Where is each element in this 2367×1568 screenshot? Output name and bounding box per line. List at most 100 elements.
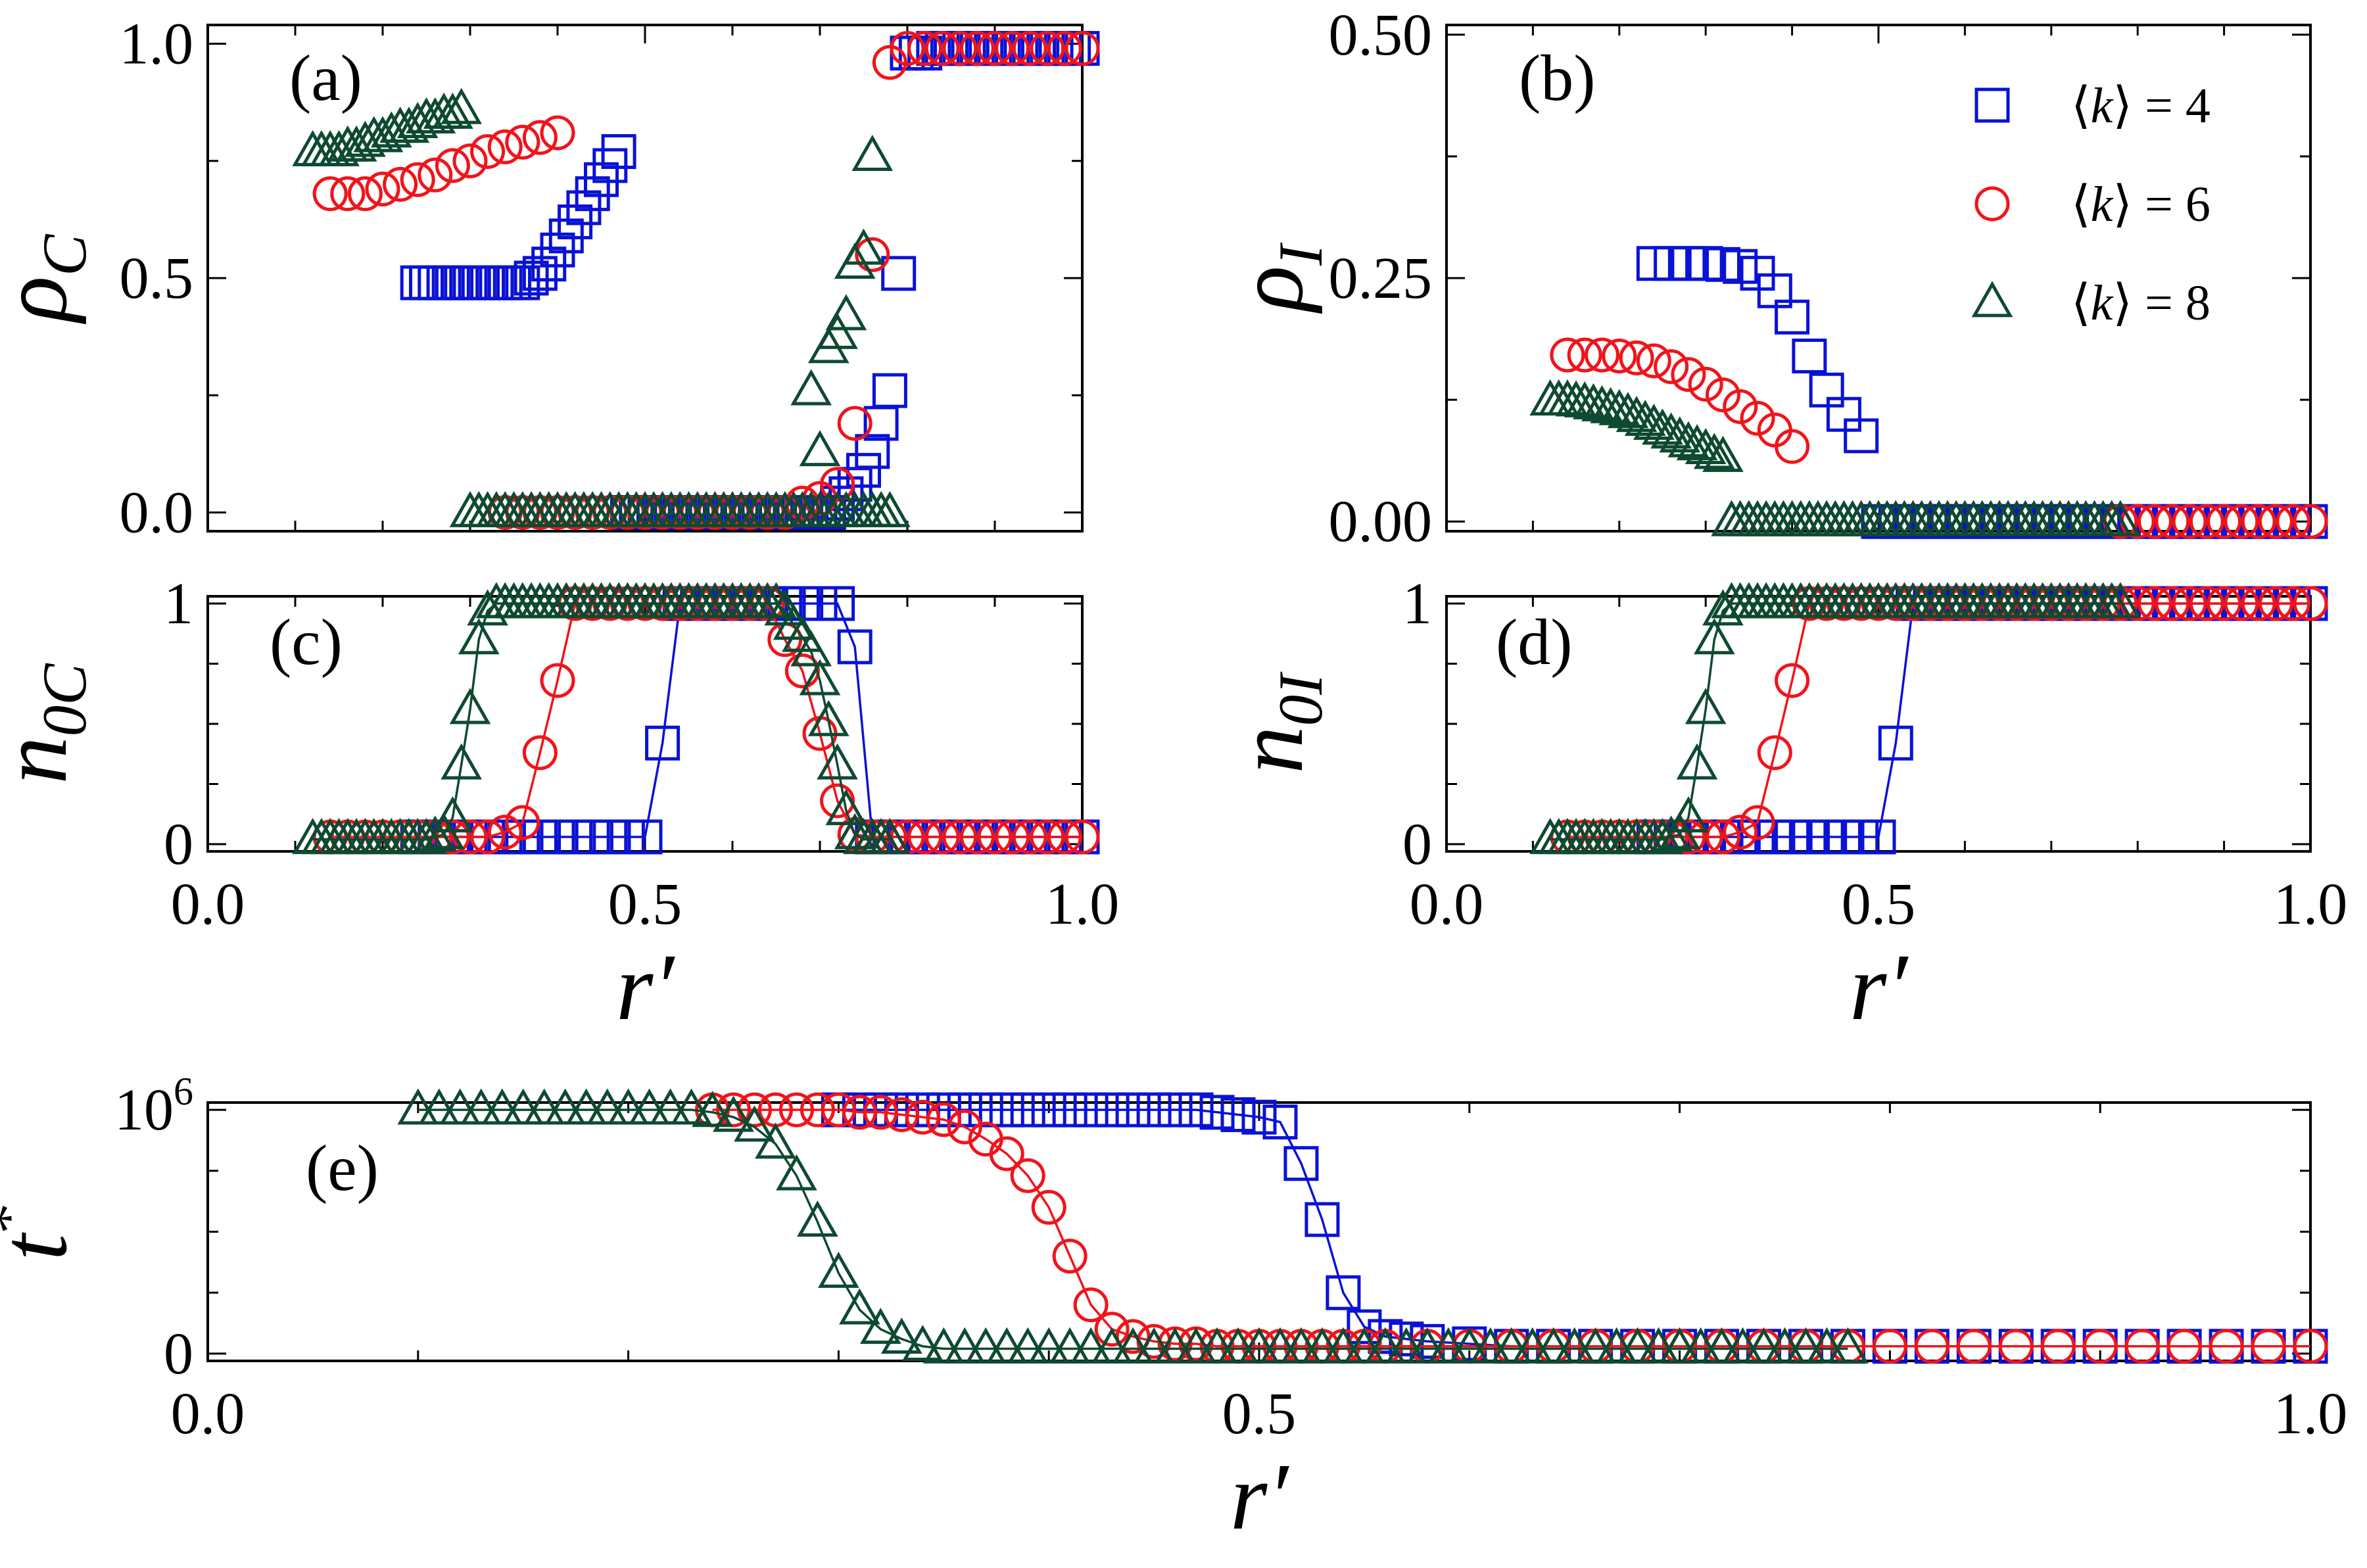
data-point-k6: [2293, 586, 2328, 621]
data-point-k6: [784, 485, 820, 521]
x-tick-label: 0.0: [1410, 872, 1484, 937]
y-axis-label-c: n0C: [0, 663, 99, 784]
data-point-k6: [977, 31, 1013, 66]
data-point-k6: [1047, 819, 1082, 855]
panel-label-e: (e): [306, 1131, 379, 1204]
data-point-k8: [1133, 1327, 1175, 1364]
x-tick-label: 1.0: [1045, 872, 1120, 937]
data-point-k8: [922, 1327, 965, 1364]
legend-marker-k4: [1974, 87, 2010, 123]
data-point-k6: [1030, 819, 1065, 855]
data-point-k4: [881, 256, 917, 291]
series-a-k8-3: [790, 134, 902, 527]
data-point-k6: [1654, 349, 1689, 385]
y-tick-label: 0: [164, 1321, 193, 1387]
data-point-k6: [2189, 586, 2224, 621]
data-point-k8: [986, 1327, 1028, 1364]
data-point-k6: [977, 819, 1013, 855]
data-point-k8: [851, 134, 894, 172]
data-point-k4: [837, 629, 873, 665]
data-point-k6: [418, 157, 453, 193]
data-point-k6: [365, 172, 400, 207]
data-point-k6: [1705, 819, 1740, 855]
data-point-k8: [523, 1088, 565, 1125]
data-point-k8: [439, 1088, 481, 1125]
data-point-k6: [1998, 1329, 2034, 1364]
data-point-k8: [776, 1154, 817, 1191]
data-point-k4: [1178, 1092, 1214, 1128]
data-point-k4: [566, 190, 602, 226]
panel-d: 0 1 0.0 0.5 1.0 n0I r′ (d): [1218, 571, 2347, 1040]
data-point-k8: [1633, 403, 1675, 440]
data-point-k6: [1012, 31, 1047, 66]
data-point-k8: [1596, 1327, 1638, 1364]
data-point-k6: [1094, 1312, 1130, 1347]
data-point-k8: [397, 1088, 439, 1125]
data-point-k6: [1688, 366, 1723, 402]
data-point-k6: [2082, 1329, 2118, 1364]
data-point-k8: [1070, 1327, 1112, 1364]
data-point-k8: [1301, 1327, 1343, 1364]
data-point-k6: [1956, 1329, 1992, 1364]
data-point-k8: [1575, 1327, 1617, 1364]
x-axis-label-d: r′: [1850, 935, 1909, 1040]
data-point-k6: [1073, 1287, 1109, 1323]
data-point-k8: [869, 818, 911, 855]
data-point-k8: [1667, 796, 1710, 833]
data-point-k6: [1064, 819, 1100, 855]
data-point-k6: [2251, 1329, 2286, 1364]
data-point-k8: [860, 490, 902, 527]
y-axis-label-d: n0I: [1218, 671, 1335, 774]
data-point-k4: [846, 452, 881, 488]
data-point-k8: [345, 120, 386, 157]
data-point-k6: [947, 1109, 982, 1145]
legend: ⟨k⟩ = 4 ⟨k⟩ = 6 ⟨k⟩ = 8: [1971, 78, 2211, 331]
data-point-k6: [1010, 1158, 1045, 1193]
data-point-k8: [834, 813, 876, 849]
data-point-k6: [1550, 337, 1585, 373]
data-point-k8: [1685, 688, 1727, 725]
x-tick-label: 1.0: [2274, 1381, 2348, 1446]
data-point-k8: [335, 125, 377, 162]
data-point-k8: [502, 1088, 544, 1125]
data-point-k4: [575, 176, 610, 212]
data-point-k4: [1723, 249, 1758, 284]
panel-a: 0.0 0.5 1.0 ρC (a): [0, 12, 1100, 545]
data-point-k4: [514, 260, 549, 296]
data-point-k4: [1775, 299, 1810, 335]
data-point-k8: [1676, 743, 1718, 780]
data-point-k6: [1914, 1329, 1949, 1364]
data-point-k8: [467, 589, 508, 626]
x-axis-label-e: r′: [1230, 1444, 1289, 1550]
data-point-k6: [1064, 31, 1100, 66]
data-point-k6: [842, 1095, 877, 1130]
data-point-k6: [1636, 343, 1671, 379]
y-tick-label: 0.0: [120, 480, 194, 545]
data-point-k8: [1667, 421, 1710, 458]
data-point-k8: [1659, 416, 1701, 453]
data-point-k4: [1792, 338, 1827, 373]
data-point-k8: [880, 1317, 922, 1354]
y-tick-label: 0.5: [120, 246, 194, 311]
data-point-k8: [1650, 815, 1692, 852]
data-point-k8: [734, 1105, 775, 1142]
legend-item-k8: ⟨k⟩ = 8: [1971, 275, 2211, 331]
data-point-k6: [540, 115, 575, 151]
data-point-k6: [2207, 504, 2242, 539]
data-point-k6: [2276, 586, 2311, 621]
data-point-k4: [811, 494, 846, 530]
data-point-k6: [470, 134, 506, 169]
data-point-k6: [2224, 504, 2259, 539]
data-point-k8: [671, 1088, 712, 1125]
data-point-k8: [1554, 1327, 1596, 1364]
y-tick-label: 0.50: [1329, 3, 1433, 68]
data-point-k6: [347, 176, 383, 212]
data-point-k8: [1680, 1327, 1721, 1364]
x-tick-label: 0.5: [608, 872, 682, 937]
y-tick-label: 1: [1402, 571, 1432, 636]
data-point-k8: [2099, 582, 2141, 619]
data-point-k8: [1785, 1327, 1827, 1364]
legend-item-k6: ⟨k⟩ = 6: [1974, 177, 2211, 232]
data-point-k6: [1012, 819, 1047, 855]
